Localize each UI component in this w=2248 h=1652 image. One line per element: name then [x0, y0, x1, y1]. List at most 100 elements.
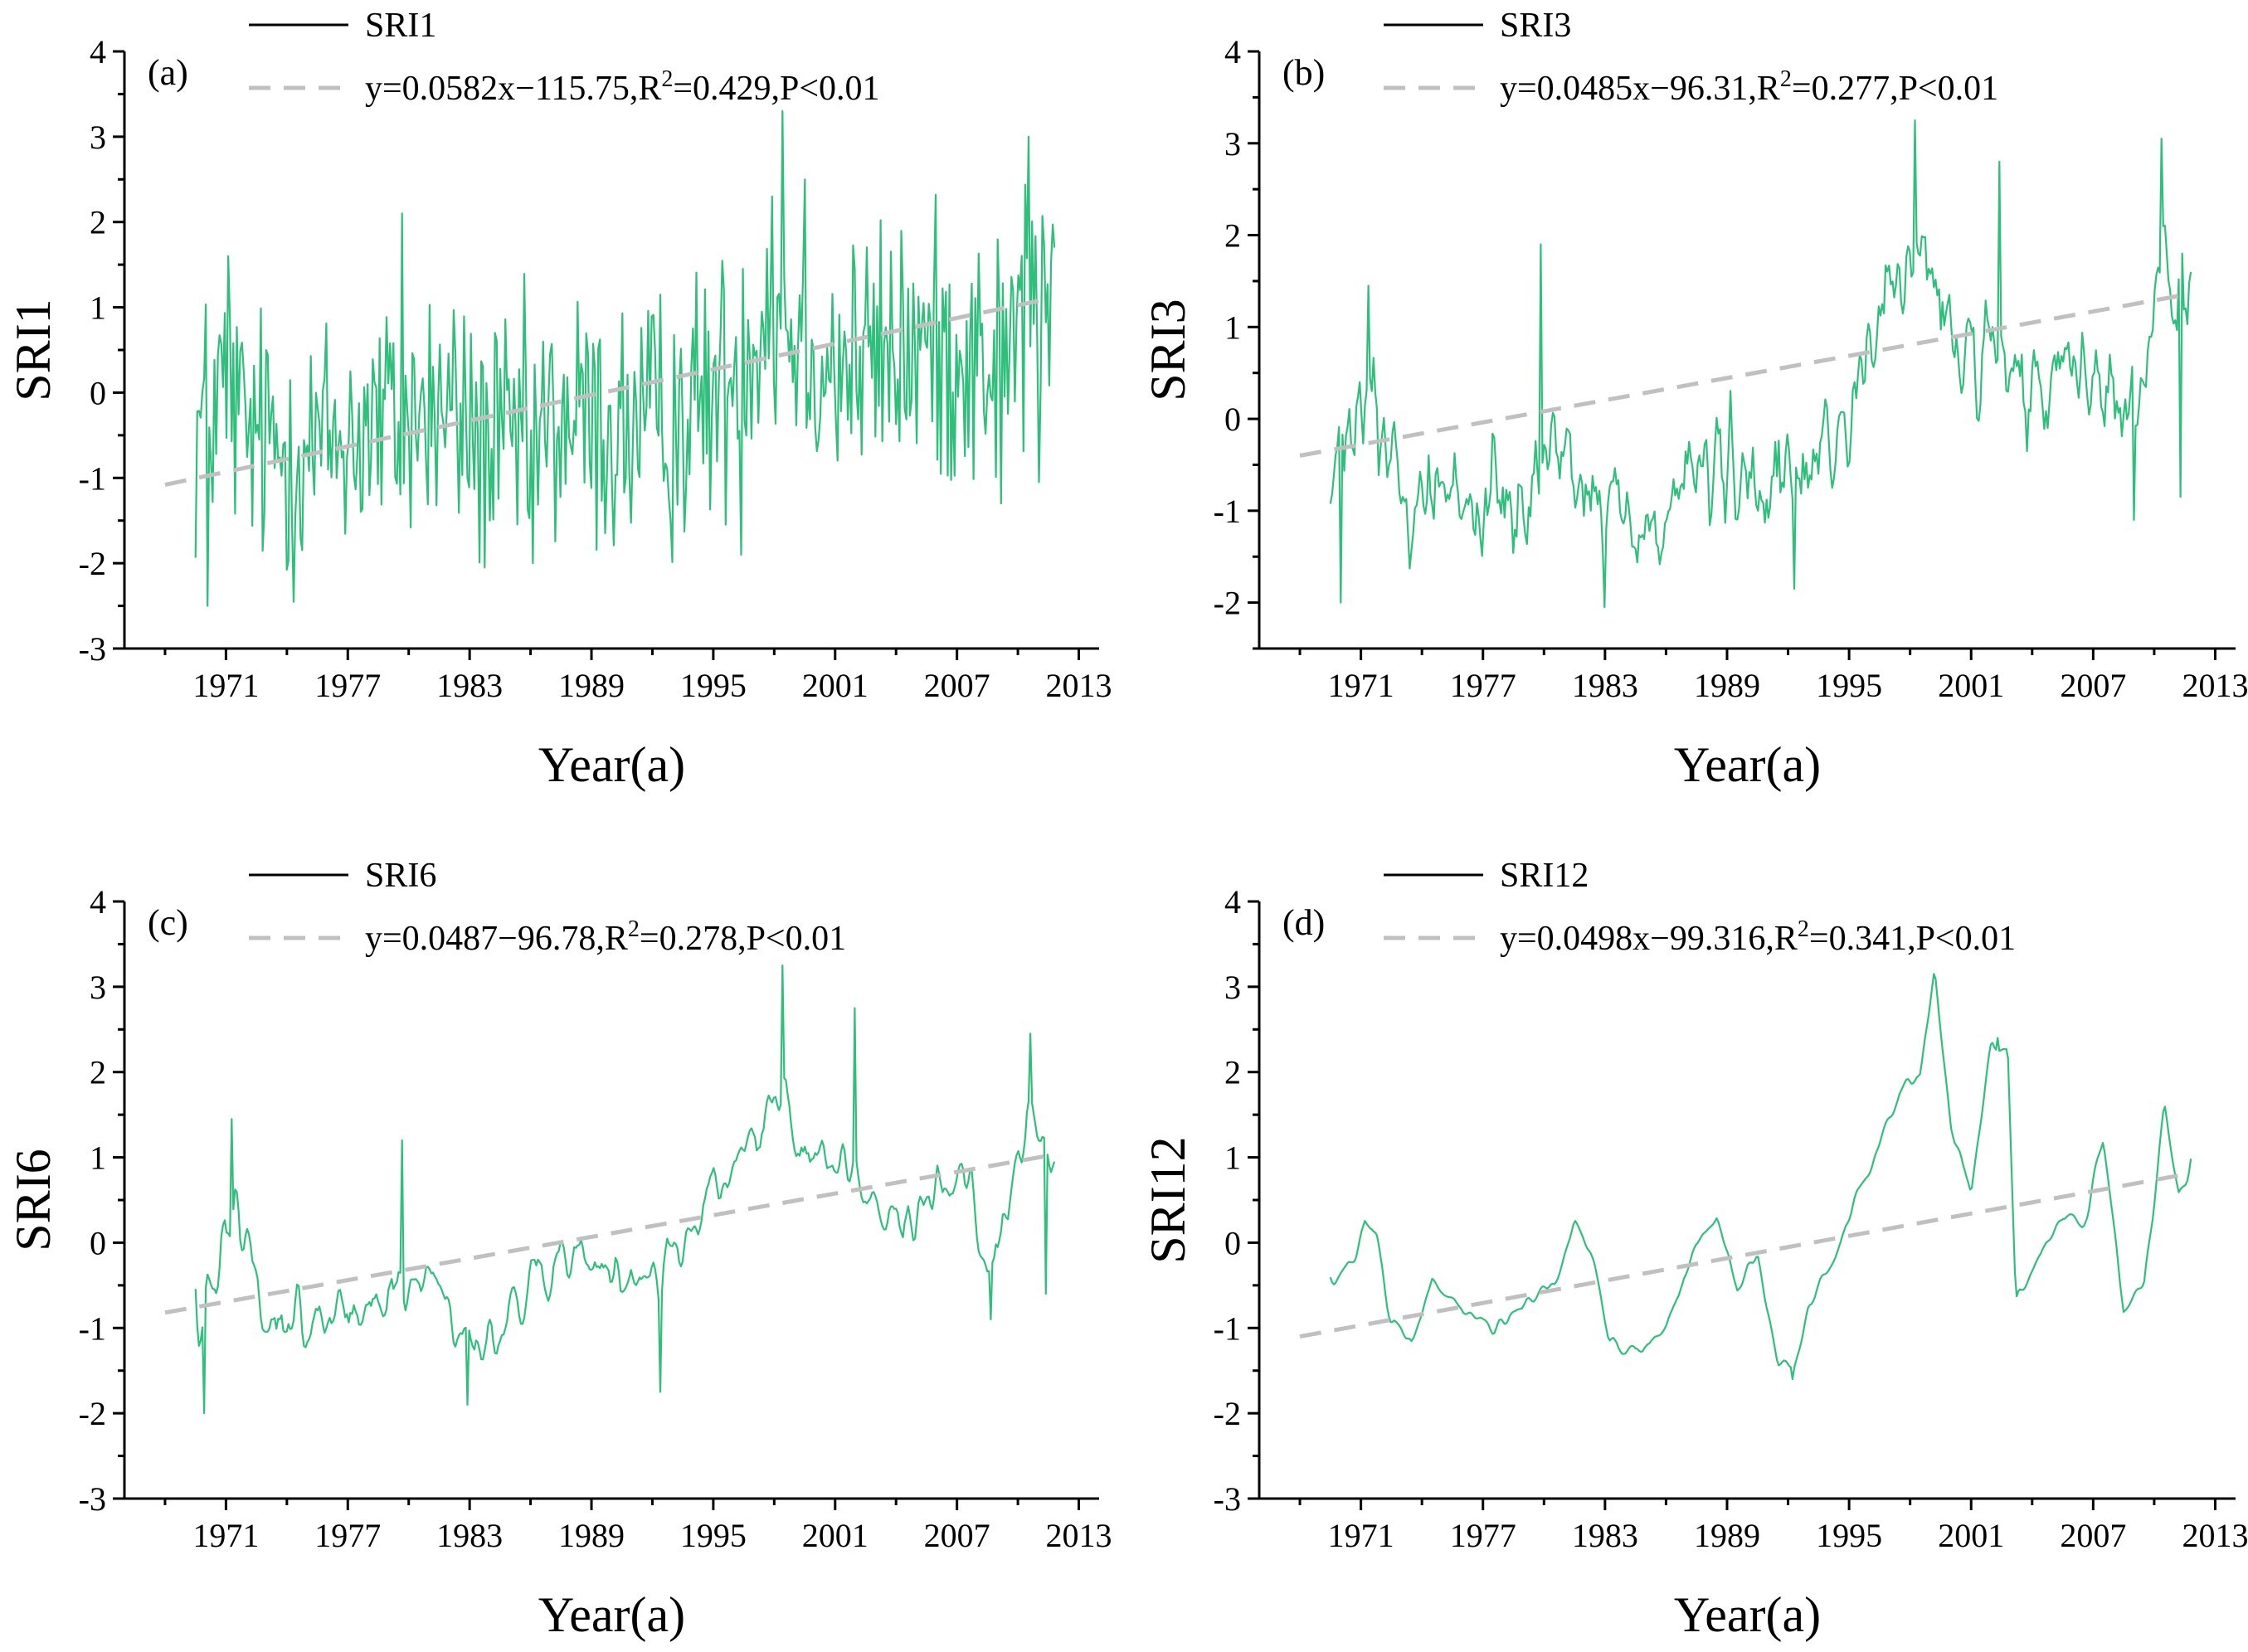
x-tick-label: 1971	[1328, 1517, 1394, 1554]
y-tick-label: 0	[1224, 401, 1241, 438]
x-tick-label: 2013	[1046, 1517, 1112, 1554]
legend-series-label: SRI12	[1500, 857, 1589, 895]
x-tick-label: 1971	[192, 1517, 259, 1554]
fit-equation-stats: =0.278,P<0.01	[640, 920, 846, 958]
panel-d: -3 -2 -1 0 1 2 3 4 1971 1977 1983 1989 1995 2001 2007 2…	[1141, 857, 2248, 1642]
panel-b: -2 -1 0 1 2 3 4 1971 1977 1983 1989 1995 2001 2007 201…	[1141, 7, 2248, 792]
x-tick-label: 1977	[314, 1517, 381, 1554]
panel-c: -3 -2 -1 0 1 2 3 4 1971 1977 1983 1989 1995 2001 2007 2…	[6, 857, 1112, 1642]
fit-equation-superscript: 2	[661, 66, 673, 92]
y-tick-label: 3	[1224, 969, 1241, 1006]
y-tick-label: 3	[1224, 125, 1241, 163]
fit-equation-superscript: 2	[628, 916, 640, 942]
x-tick-label: 1971	[1328, 667, 1394, 704]
y-tick-label: 3	[90, 119, 106, 156]
y-tick-label: 0	[90, 374, 106, 411]
x-tick-label: 1995	[680, 667, 747, 704]
x-tick-label: 2013	[2182, 667, 2248, 704]
fit-equation-stats: =0.341,P<0.01	[1809, 920, 2016, 958]
y-tick-label: 2	[1224, 217, 1241, 255]
x-tick-label: 1983	[436, 667, 503, 704]
series-line-sri1	[194, 109, 1056, 607]
y-tick-label: 2	[1224, 1054, 1241, 1091]
fit-equation-stats: =0.277,P<0.01	[1792, 70, 1998, 108]
legend-fit-equation: y=0.0582x−115.75,R2=0.429,P<0.01	[365, 66, 880, 108]
y-tick-label: -2	[1214, 585, 1241, 622]
panel-label: (d)	[1282, 902, 1325, 943]
x-tick-label: 1983	[1572, 1517, 1638, 1554]
x-axis-title: Year(a)	[538, 1587, 685, 1642]
fit-equation-main: y=0.0582x−115.75,R	[365, 70, 661, 108]
y-axis-title: SRI12	[1141, 1136, 1195, 1263]
y-tick-label: 1	[1224, 1139, 1241, 1177]
y-tick-label: -1	[1214, 493, 1241, 530]
x-tick-label: 2001	[1938, 1517, 2004, 1554]
y-tick-label: 0	[1224, 1224, 1241, 1261]
x-tick-label: 1995	[680, 1517, 747, 1554]
x-tick-label: 1977	[1450, 667, 1516, 704]
legend-series-label: SRI6	[365, 857, 436, 895]
x-tick-label: 1989	[1694, 667, 1760, 704]
x-tick-label: 1995	[1816, 1517, 1882, 1554]
legend-fit-equation: y=0.0485x−96.31,R2=0.277,P<0.01	[1500, 66, 1998, 108]
x-tick-label: 1989	[558, 1517, 625, 1554]
x-tick-label: 1977	[314, 667, 381, 704]
y-tick-label: 2	[90, 204, 106, 241]
y-tick-label: -1	[79, 1309, 106, 1347]
x-tick-label: 1977	[1450, 1517, 1516, 1554]
y-tick-label: -2	[79, 1395, 106, 1432]
legend-series-label: SRI1	[365, 7, 436, 45]
x-tick-label: 2001	[802, 667, 869, 704]
panel-a: -3 -2 -1 0 1 2 3 4 1971 1977 1983 1989 1995 2001 2007 2…	[6, 7, 1112, 792]
x-tick-label: 2007	[2060, 667, 2126, 704]
series-line-sri6	[194, 964, 1056, 1415]
y-tick-label: -2	[79, 545, 106, 582]
y-tick-label: 1	[1224, 309, 1241, 346]
series-line-sri12	[1329, 973, 2192, 1381]
y-axis-title: SRI1	[6, 299, 61, 401]
panel-label: (c)	[148, 902, 188, 943]
x-tick-label: 2007	[2060, 1517, 2126, 1554]
y-tick-label: -2	[1214, 1395, 1241, 1432]
y-tick-label: 4	[90, 883, 106, 921]
x-tick-label: 1983	[1572, 667, 1638, 704]
panel-label: (a)	[148, 52, 188, 93]
legend-fit-equation: y=0.0498x−99.316,R2=0.341,P<0.01	[1500, 916, 2016, 958]
x-tick-label: 2001	[802, 1517, 869, 1554]
fit-equation-main: y=0.0498x−99.316,R	[1500, 920, 1798, 958]
y-tick-label: 4	[1224, 33, 1241, 70]
fit-equation-superscript: 2	[1780, 66, 1792, 92]
series-line-sri3	[1329, 119, 2192, 609]
trend-line	[164, 1154, 1049, 1315]
y-tick-label: 4	[1224, 883, 1241, 921]
x-tick-label: 1971	[192, 667, 259, 704]
x-tick-label: 2007	[924, 667, 990, 704]
trend-line	[164, 296, 1049, 487]
x-axis-title: Year(a)	[1674, 737, 1821, 792]
x-tick-label: 2013	[2182, 1517, 2248, 1554]
fit-equation-main: y=0.0485x−96.31,R	[1500, 70, 1780, 108]
fit-equation-superscript: 2	[1798, 916, 1809, 942]
y-tick-label: 3	[90, 969, 106, 1006]
y-tick-label: -1	[1214, 1309, 1241, 1347]
x-axis-title: Year(a)	[1674, 1587, 1821, 1642]
x-tick-label: 2001	[1938, 667, 2004, 704]
x-tick-label: 1983	[436, 1517, 503, 1554]
legend-fit-equation: y=0.0487−96.78,R2=0.278,P<0.01	[365, 916, 846, 958]
y-tick-label: 4	[90, 33, 106, 70]
y-tick-label: 0	[90, 1224, 106, 1261]
y-tick-label: -3	[79, 1480, 106, 1518]
y-tick-label: 1	[90, 1139, 106, 1177]
y-tick-label: 2	[90, 1054, 106, 1091]
trend-line	[1299, 1172, 2186, 1339]
y-axis-title: SRI6	[6, 1149, 61, 1251]
y-axis-title: SRI3	[1141, 299, 1195, 401]
y-tick-label: -3	[79, 630, 106, 668]
legend-series-label: SRI3	[1500, 7, 1571, 45]
x-axis-title: Year(a)	[538, 737, 685, 792]
x-tick-label: 1989	[558, 667, 625, 704]
y-tick-label: -3	[1214, 1480, 1241, 1518]
trend-line	[1299, 293, 2186, 458]
x-tick-label: 2007	[924, 1517, 990, 1554]
